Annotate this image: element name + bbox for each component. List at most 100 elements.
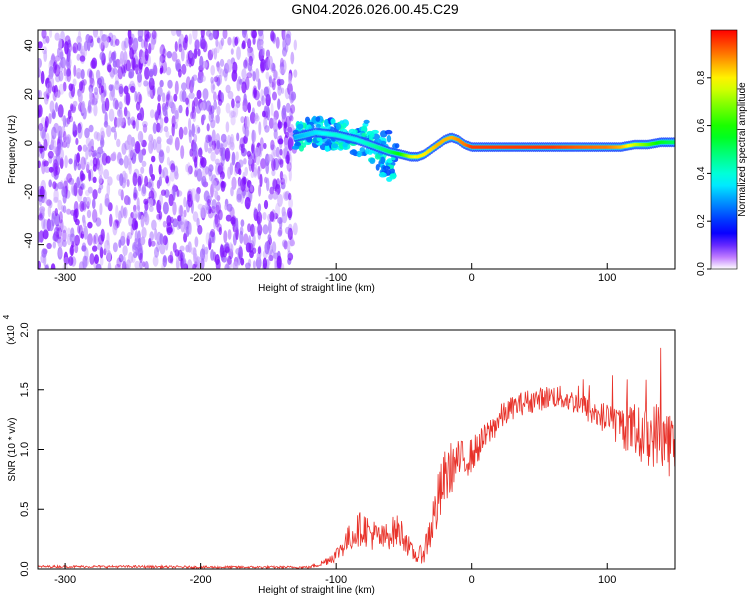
heatmap-noise-cell (257, 40, 264, 50)
heatmap-noise-cell (287, 252, 294, 261)
heatmap-noise-cell (183, 232, 188, 243)
heatmap-noise-cell (89, 253, 95, 265)
heatmap-noise-cell (265, 71, 270, 80)
heatmap-noise-cell (287, 207, 293, 219)
heatmap-noise-cell (216, 61, 220, 68)
heatmap-noise-cell (134, 220, 139, 230)
heatmap-noise-cell (171, 123, 175, 137)
heatmap-noise-cell (129, 47, 135, 60)
heatmap-noise-cell (213, 100, 218, 110)
heatmap-noise-cell (281, 239, 288, 248)
heatmap-noise-cell (87, 221, 93, 229)
heatmap-noise-cell (59, 126, 66, 138)
heatmap-noise-cell (95, 263, 102, 269)
heatmap-noise-cell (272, 70, 279, 79)
heatmap-noise-cell (251, 107, 255, 116)
heatmap-noise-cell (279, 66, 285, 75)
heatmap-noise-cell (132, 172, 138, 187)
heatmap-noise-cell (201, 75, 206, 82)
heatmap-noise-cell (264, 62, 269, 71)
heatmap-noise-cell (83, 157, 87, 165)
heatmap-noise-cell (85, 196, 91, 207)
heatmap-noise-cell (194, 169, 198, 178)
heatmap-noise-cell (197, 76, 204, 84)
heatmap-noise-cell (196, 89, 202, 100)
heatmap-noise-cell (140, 166, 145, 174)
heatmap-noise-cell (216, 140, 221, 150)
heatmap-noise-cell (149, 231, 154, 241)
heatmap-noise-cell (216, 105, 221, 116)
heatmap-noise-cell (285, 33, 291, 46)
heatmap-noise-cell (88, 141, 93, 151)
heatmap-noise-cell (166, 51, 172, 59)
snr-multiplier: (x10 (6, 325, 17, 345)
heatmap-noise-cell (137, 30, 144, 39)
heatmap-noise-cell (215, 162, 221, 176)
heatmap-noise-cell (119, 173, 124, 187)
heatmap-noise-cell (58, 248, 63, 258)
heatmap-noise-cell (160, 189, 167, 196)
heatmap-noise-cell (220, 152, 225, 167)
heatmap-noise-cell (277, 138, 284, 145)
heatmap-noise-cell (192, 211, 199, 223)
heatmap-noise-cell (207, 208, 214, 219)
heatmap-noise-cell (66, 208, 72, 215)
heatmap-noise-cell (204, 166, 209, 175)
heatmap-noise-cell (213, 76, 219, 83)
heatmap-noise-cell (92, 209, 98, 223)
heatmap-noise-cell (137, 130, 144, 143)
heatmap-cluster-cell (378, 172, 387, 178)
heatmap-noise-cell (246, 150, 252, 157)
heatmap-noise-cell (159, 243, 166, 255)
heatmap-noise-cell (245, 128, 250, 138)
heatmap-noise-cell (254, 112, 259, 120)
heatmap-noise-cell (193, 133, 198, 143)
heatmap-noise-cell (41, 217, 46, 230)
heatmap-noise-cell (288, 129, 294, 140)
heatmap-noise-cell (92, 176, 97, 183)
heatmap-noise-cell (282, 105, 287, 116)
heatmap-noise-cell (185, 244, 190, 253)
heatmap-noise-cell (236, 132, 240, 142)
heatmap-noise-cell (60, 30, 65, 42)
heatmap-noise-cell (149, 109, 155, 119)
heatmap-noise-cell (45, 35, 50, 44)
heatmap-noise-cell (168, 134, 173, 146)
heatmap-noise-cell (52, 241, 56, 249)
heatmap-noise-cell (218, 162, 224, 175)
heatmap-noise-cell (191, 76, 195, 88)
heatmap-noise-cell (213, 91, 217, 102)
snr-multiplier-exp: 4 (2, 314, 11, 319)
heatmap-noise-cell (114, 38, 120, 46)
heatmap-noise-cell (225, 121, 230, 133)
heatmap-noise-cell (194, 257, 199, 265)
heatmap-noise-cell (62, 81, 67, 92)
heatmap-noise-cell (244, 57, 248, 67)
heatmap-noise-cell (98, 175, 103, 184)
heatmap-noise-cell (227, 134, 231, 146)
heatmap-noise-cell (167, 79, 173, 89)
heatmap-noise-cell (170, 30, 177, 37)
heatmap-noise-cell (264, 125, 270, 133)
heatmap-noise-cell (240, 116, 245, 124)
heatmap-noise-cell (112, 67, 118, 75)
heatmap-noise-cell (119, 50, 125, 65)
heatmap-noise-cell (220, 133, 227, 143)
heatmap-noise-cell (171, 103, 177, 114)
heatmap-noise-cell (77, 144, 83, 152)
heatmap-noise-cell (39, 144, 43, 154)
heatmap-noise-cell (118, 101, 123, 110)
heatmap-noise-cell (226, 203, 233, 212)
heatmap-noise-cell (83, 225, 89, 240)
heatmap-noise-cell (140, 236, 146, 246)
heatmap-noise-cell (225, 214, 232, 222)
heatmap-noise-cell (178, 43, 183, 53)
heatmap-noise-cell (84, 127, 90, 139)
heatmap-noise-cell (188, 33, 193, 45)
heatmap-noise-cell (62, 239, 67, 248)
heatmap-noise-cell (144, 48, 149, 61)
heatmap-noise-cell (222, 68, 229, 78)
heatmap-noise-cell (64, 155, 68, 169)
heatmap-noise-cell (169, 169, 175, 182)
heatmap-noise-cell (243, 158, 247, 165)
